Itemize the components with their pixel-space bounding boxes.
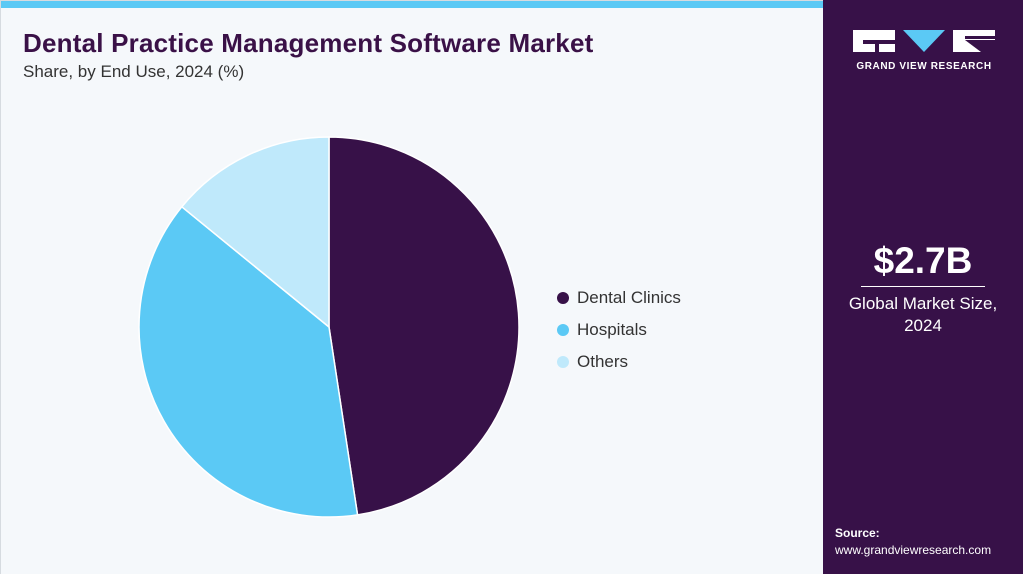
legend-swatch bbox=[557, 324, 569, 336]
pie-slice-dental-clinics bbox=[328, 136, 520, 516]
accent-bar bbox=[1, 1, 823, 8]
source-label: Source: bbox=[835, 526, 880, 540]
pie-chart bbox=[138, 136, 520, 518]
source-url[interactable]: www.grandviewresearch.com bbox=[835, 543, 992, 557]
legend-item: Dental Clinics bbox=[557, 282, 681, 314]
chart-title: Dental Practice Management Software Mark… bbox=[23, 28, 594, 58]
legend-item: Others bbox=[557, 346, 681, 378]
legend-label: Dental Clinics bbox=[577, 288, 681, 307]
gvr-logo: GRAND VIEW RESEARCH bbox=[853, 28, 995, 72]
legend-swatch bbox=[557, 356, 569, 368]
legend-label: Others bbox=[577, 352, 629, 371]
pie-slice-hospitals bbox=[138, 205, 359, 518]
info-sidebar: GRAND VIEW RESEARCH $2.7B Global Market … bbox=[823, 0, 1023, 574]
market-size-label: Global Market Size, 2024 bbox=[848, 294, 998, 335]
market-size-value: $2.7B bbox=[873, 240, 973, 281]
chart-legend: Dental Clinics Hospitals Others bbox=[557, 282, 681, 378]
market-divider bbox=[861, 286, 985, 287]
pie-slice-others bbox=[180, 136, 330, 329]
logo-text: GRAND VIEW RESEARCH bbox=[856, 61, 992, 72]
legend-label: Hospitals bbox=[577, 320, 647, 339]
legend-item: Hospitals bbox=[557, 314, 681, 346]
chart-subtitle: Share, by End Use, 2024 (%) bbox=[23, 62, 245, 81]
logo-mark-icon bbox=[853, 28, 995, 54]
legend-swatch bbox=[557, 292, 569, 304]
